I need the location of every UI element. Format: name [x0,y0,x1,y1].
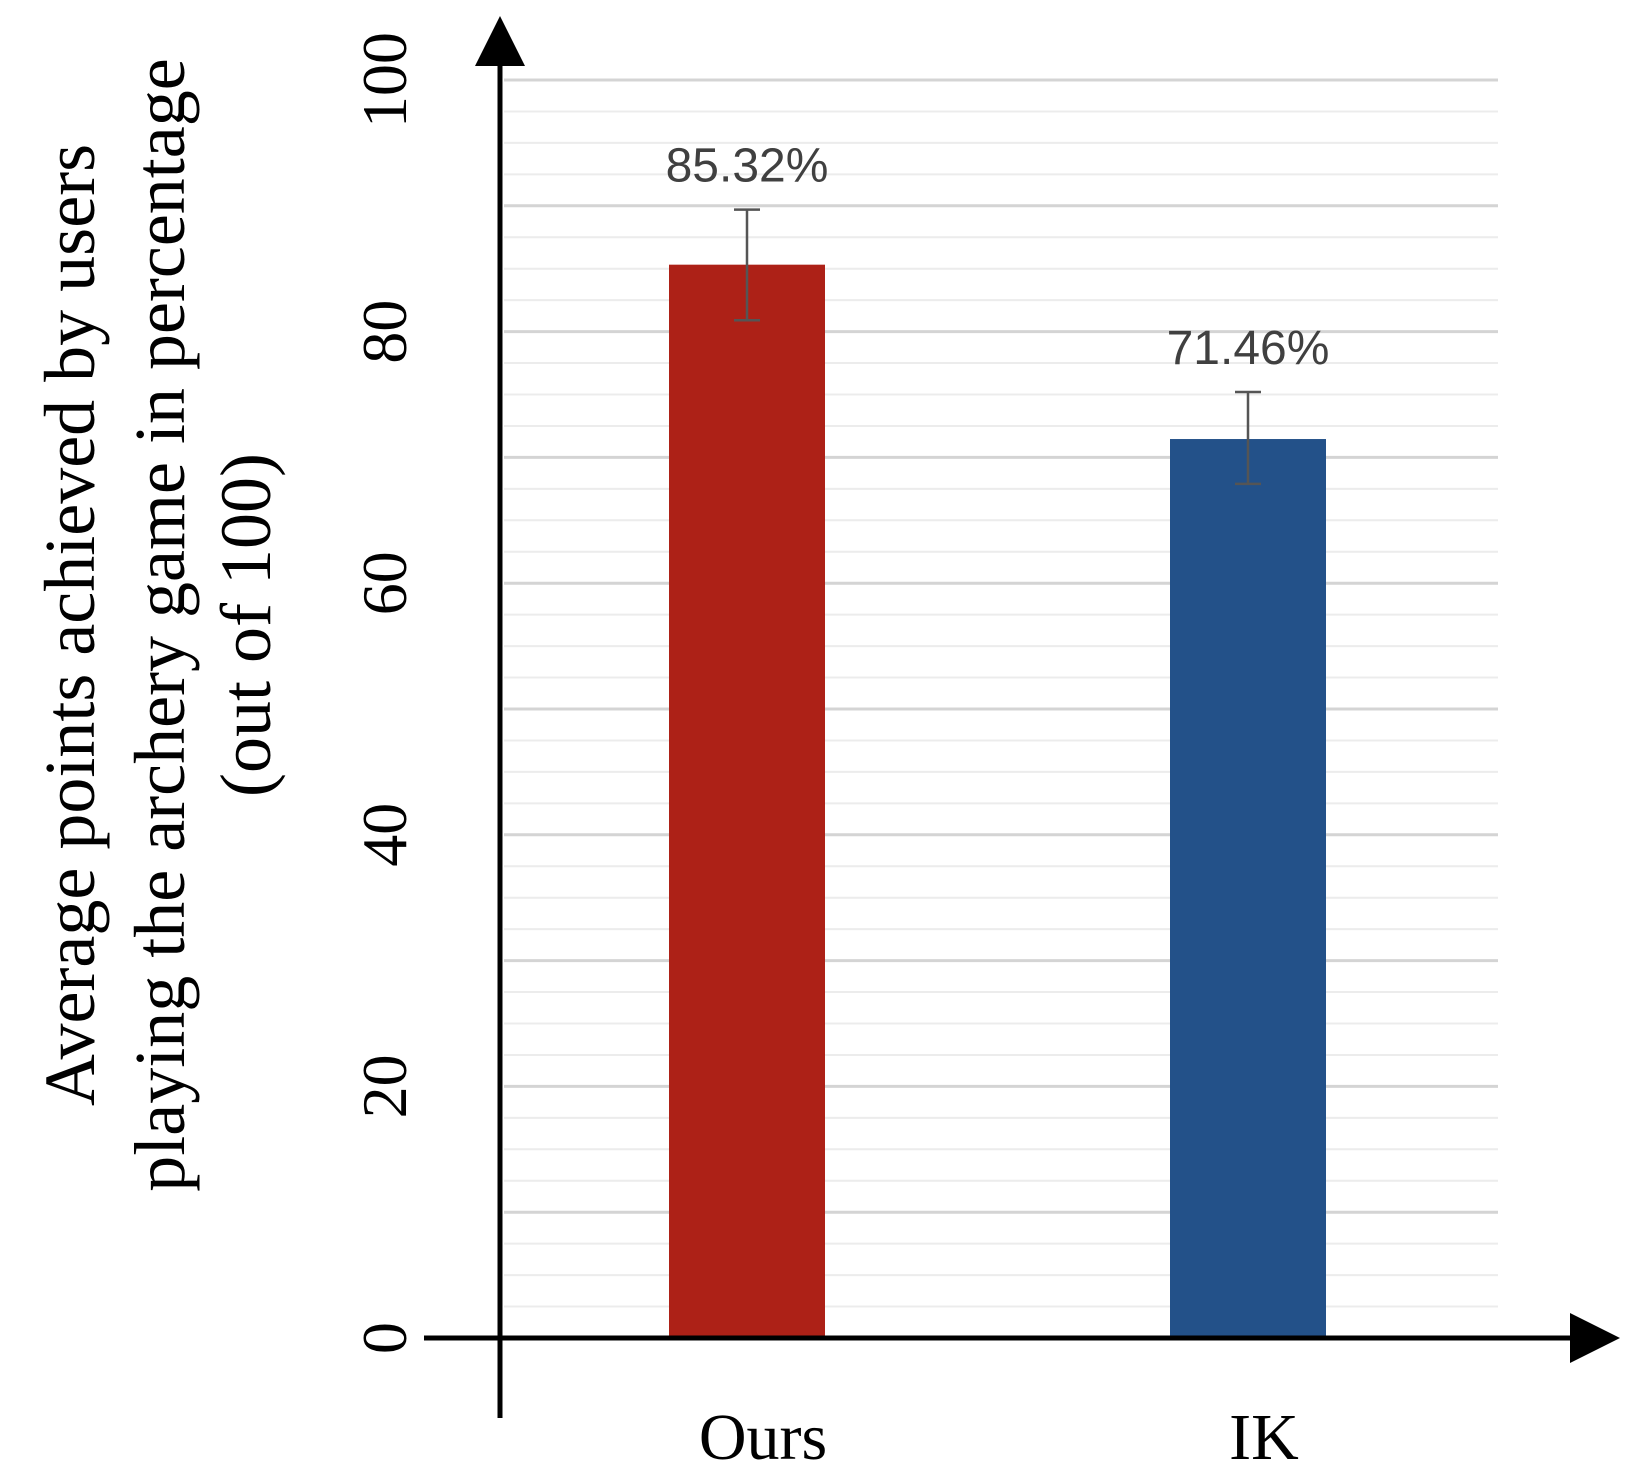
bar-ours [669,264,825,1338]
y-tick-label: 80 [349,300,420,364]
y-axis-title-line-3: (out of 100) [206,453,286,797]
y-tick-label: 20 [349,1054,420,1118]
x-tick-labels: Ours IK [699,1401,1299,1469]
y-tick-label: 100 [349,32,420,128]
error-bar [1235,390,1261,486]
data-labels: 85.32% 71.46% [666,140,1330,375]
y-axis-title-line-2: playing the archery game in percentage [120,58,200,1191]
bar-ik [1170,439,1326,1338]
error-bar [734,208,760,322]
y-tick-labels: 0 20 40 60 80 100 [349,32,420,1354]
data-label: 85.32% [666,140,829,193]
y-tick-label: 60 [349,551,420,615]
y-axis-title-line-1: Average points achieved by users [30,144,110,1106]
y-axis-title: Average points achieved by users playing… [30,58,286,1191]
data-label: 71.46% [1167,322,1330,375]
bars [669,264,1326,1338]
x-tick-label: IK [1229,1401,1299,1469]
gridlines [504,78,1498,1308]
y-tick-label: 40 [349,803,420,867]
x-tick-label: Ours [699,1401,827,1469]
error-bars [734,208,1261,486]
y-tick-label: 0 [349,1322,420,1354]
